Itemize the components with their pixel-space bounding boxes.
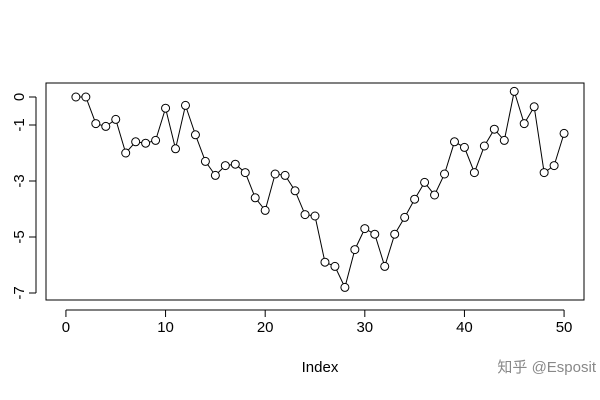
point [390,229,400,239]
watermark: 知乎 @Esposit [497,359,596,376]
point [151,135,161,145]
point [469,168,479,178]
point [101,121,111,131]
point [280,170,290,180]
point [91,119,101,129]
point [220,161,230,171]
series-line [75,91,565,289]
y-tick-label: -3 [11,174,28,187]
point [320,257,330,267]
point [131,137,141,147]
point [539,168,549,178]
point [340,282,350,292]
point [380,261,390,271]
plot-box [45,82,585,301]
point [350,245,360,255]
y-tick-label: 0 [11,93,28,101]
point [141,138,151,148]
point [410,194,420,204]
point [200,156,210,166]
point [400,212,410,222]
point [270,169,280,179]
point [440,169,450,179]
x-tick-label: 30 [356,319,373,336]
point [171,144,181,154]
x-tick-label: 50 [556,319,573,336]
point [459,142,469,152]
x-tick-label: 20 [257,319,274,336]
x-axis-label: Index [302,359,339,376]
point [81,92,91,102]
point [310,211,320,221]
point [509,86,519,96]
y-tick-label: -1 [11,118,28,131]
point [549,161,559,171]
point [529,102,539,112]
point [300,210,310,220]
point [180,100,190,110]
x-tick-label: 10 [157,319,174,336]
point [260,205,270,215]
x-tick-label: 40 [456,319,473,336]
point [519,119,529,129]
point [330,261,340,271]
point [559,128,569,138]
point [370,229,380,239]
point [479,141,489,151]
x-tick-label: 0 [62,319,70,336]
point [161,103,171,113]
point [489,124,499,134]
point [121,148,131,158]
point [210,170,220,180]
point [240,168,250,178]
point [499,135,509,145]
point [190,130,200,140]
point [430,190,440,200]
point [250,193,260,203]
point [420,177,430,187]
point [449,137,459,147]
y-tick-label: -5 [11,230,28,243]
point [230,159,240,169]
point [111,114,121,124]
point [360,224,370,234]
y-tick-label: -7 [11,286,28,299]
point [71,92,81,102]
point [290,186,300,196]
